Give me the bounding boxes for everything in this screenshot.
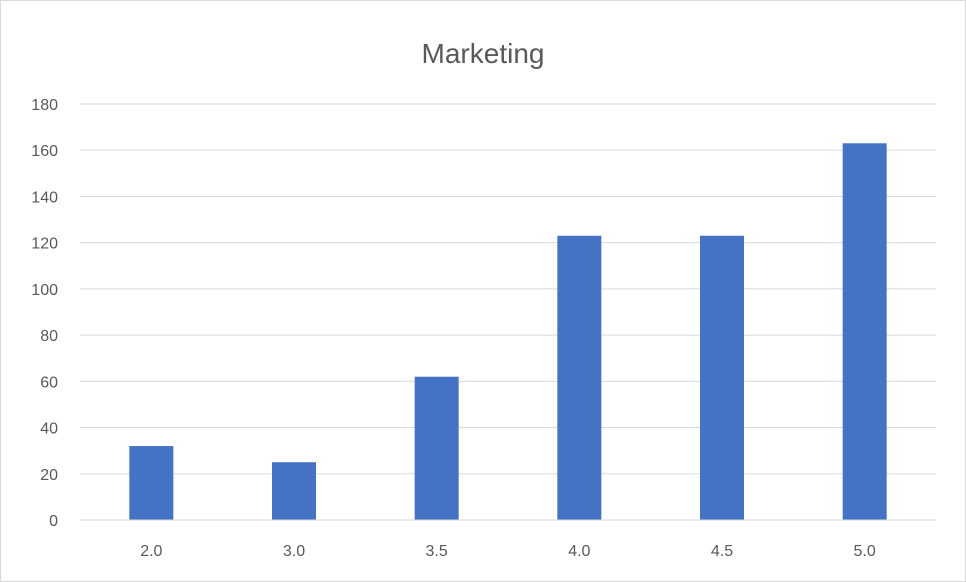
y-tick-label: 80 <box>40 328 58 345</box>
y-tick-label: 100 <box>31 282 58 299</box>
y-tick-label: 120 <box>31 236 58 253</box>
bar-2.0 <box>129 446 174 520</box>
x-tick-label: 3.0 <box>283 543 305 560</box>
y-tick-label: 180 <box>31 97 58 114</box>
x-tick-label: 5.0 <box>854 543 876 560</box>
x-tick-label: 4.0 <box>568 543 590 560</box>
x-tick-label: 4.5 <box>711 543 733 560</box>
y-tick-label: 40 <box>40 421 58 438</box>
bar-3.5 <box>414 376 459 520</box>
bar-5.0 <box>842 143 887 521</box>
x-axis-ticks: 2.0 3.0 3.5 4.0 4.5 5.0 <box>140 543 876 560</box>
y-tick-label: 60 <box>40 374 58 391</box>
bar-4.5 <box>700 235 744 520</box>
x-tick-label: 3.5 <box>426 543 448 560</box>
bar-4.0 <box>557 235 602 520</box>
y-axis-ticks: 0 20 40 60 80 100 120 140 160 180 <box>31 97 58 530</box>
y-tick-label: 20 <box>40 467 58 484</box>
chart-title: Marketing <box>422 38 545 69</box>
y-tick-label: 0 <box>49 513 58 530</box>
bars <box>129 143 887 521</box>
x-tick-label: 2.0 <box>140 543 162 560</box>
bar-3.0 <box>272 462 316 520</box>
gridlines <box>80 103 936 475</box>
y-tick-label: 160 <box>31 143 58 160</box>
y-tick-label: 140 <box>31 189 58 206</box>
